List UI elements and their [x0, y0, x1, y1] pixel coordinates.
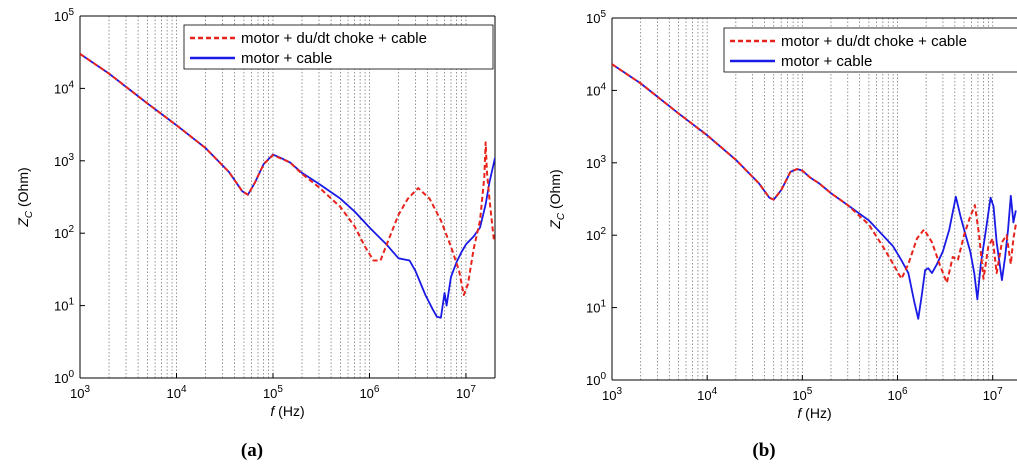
legend-label: motor + cable [241, 50, 332, 67]
y-tick-label: 101 [586, 299, 606, 316]
panel-caption-b: (b) [752, 440, 775, 461]
series-line-motor-cable [612, 63, 1017, 320]
y-tick-label: 100 [586, 371, 606, 388]
y-axis-label: ZC (Ohm) [547, 169, 567, 229]
x-tick-label: 103 [602, 386, 622, 403]
y-tick-label: 101 [54, 297, 74, 314]
x-tick-label: 106 [888, 386, 908, 403]
legend-label: motor + du/dt choke + cable [781, 33, 967, 50]
legend: motor + du/dt choke + cable motor + cable [723, 27, 1017, 73]
x-tick-label: 107 [456, 384, 476, 401]
y-tick-label: 104 [586, 81, 606, 98]
axes-frame [611, 17, 1017, 381]
y-tick-label: 100 [54, 369, 74, 386]
x-axis-label: f (Hz) [797, 405, 831, 421]
x-tick-label: 104 [697, 386, 717, 403]
x-tick-label: 103 [70, 384, 90, 401]
grid [79, 16, 496, 378]
legend-box [723, 27, 1017, 73]
y-tick-label: 102 [54, 224, 74, 241]
y-tick-label: 103 [586, 154, 606, 171]
grid [611, 18, 994, 380]
chart-panel-a: 103 104 105 106 107 100 101 102 103 104 105 f (Hz) Z… [15, 7, 496, 419]
legend-label: motor + cable [781, 53, 872, 70]
x-tick-label: 107 [983, 386, 1003, 403]
panel-caption-a: (a) [241, 440, 263, 461]
x-tick-label: 104 [166, 384, 186, 401]
y-tick-label: 102 [586, 226, 606, 243]
series-line-choke [80, 53, 495, 297]
x-tick-label: 106 [359, 384, 379, 401]
series-line-motor-cable [80, 53, 495, 319]
y-tick-label: 104 [54, 79, 74, 96]
x-tick-label: 105 [792, 386, 812, 403]
chart-panel-b: 103 104 105 106 107 100 101 102 103 104 105 f (Hz) Z… [547, 9, 1017, 421]
legend: motor + du/dt choke + cable motor + cable [183, 24, 494, 70]
x-tick-label: 105 [263, 384, 283, 401]
legend-box [183, 24, 494, 70]
y-tick-label: 105 [586, 9, 606, 26]
series-line-choke [612, 63, 1017, 284]
axes-frame [79, 15, 496, 379]
y-tick-label: 103 [54, 152, 74, 169]
x-axis-label: f (Hz) [270, 403, 304, 419]
y-tick-label: 105 [54, 7, 74, 24]
y-axis-label: ZC (Ohm) [15, 167, 35, 227]
legend-label: motor + du/dt choke + cable [241, 30, 427, 47]
